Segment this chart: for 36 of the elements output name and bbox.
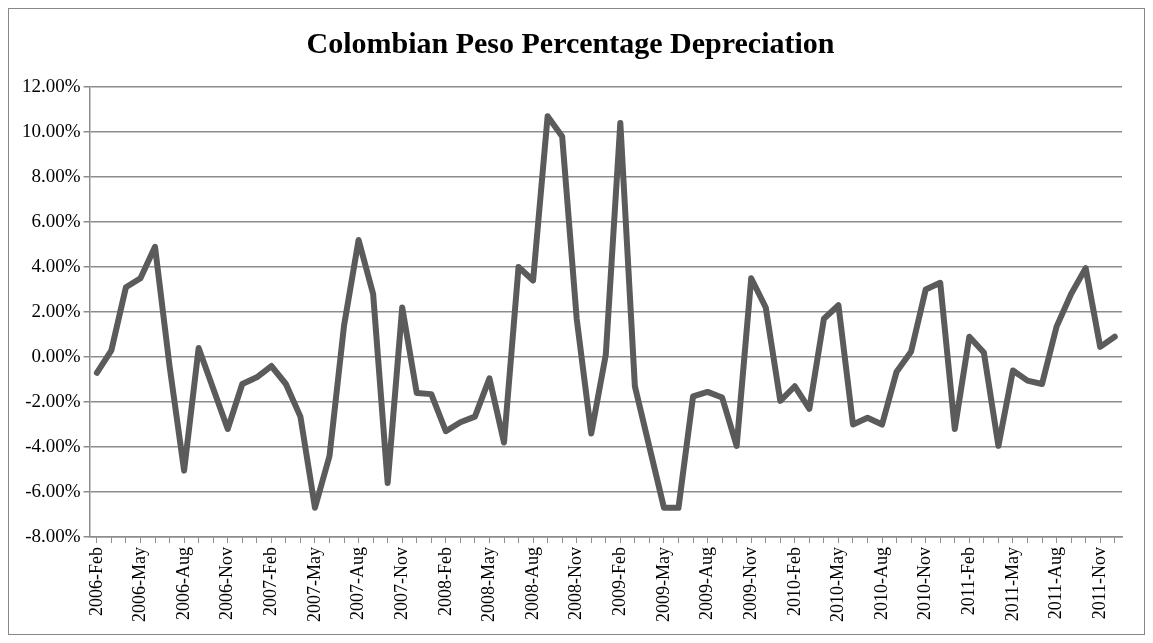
x-tick-label: 2011-May: [1001, 547, 1022, 622]
y-tick-label: -6.00%: [25, 479, 81, 501]
x-tick-label: 2009-Feb: [609, 547, 630, 617]
y-tick-label: 0.00%: [31, 344, 81, 366]
x-tick-label: 2010-Feb: [783, 547, 804, 617]
x-tick-label: 2011-Aug: [1045, 547, 1066, 620]
x-tick-label: 2010-May: [827, 547, 848, 623]
x-tick-label: 2007-Aug: [347, 547, 368, 621]
x-tick-label: 2008-Nov: [565, 547, 586, 621]
x-tick-label: 2006-May: [129, 547, 150, 623]
x-tick-label: 2010-Nov: [914, 547, 935, 621]
y-tick-label: -2.00%: [25, 389, 81, 411]
x-tick-label: 2007-Nov: [390, 547, 411, 621]
y-tick-label: -4.00%: [25, 434, 81, 456]
x-tick-label: 2007-Feb: [260, 547, 281, 617]
x-tick-label: 2006-Aug: [172, 547, 193, 621]
x-tick-label: 2006-Nov: [216, 547, 237, 621]
y-tick-label: -8.00%: [25, 525, 81, 546]
x-tick-label: 2008-Feb: [434, 547, 455, 617]
y-tick-label: 6.00%: [31, 209, 81, 231]
x-tick-label: 2007-May: [303, 547, 324, 623]
x-tick-label: 2010-Aug: [870, 547, 891, 621]
x-tick-label: 2008-May: [478, 547, 499, 623]
y-tick-label: 2.00%: [31, 299, 81, 321]
x-tick-label: 2009-May: [652, 547, 673, 623]
x-tick-label: 2011-Feb: [958, 547, 979, 616]
x-tick-label: 2009-Nov: [739, 547, 760, 621]
chart-title: Colombian Peso Percentage Depreciation: [306, 25, 835, 59]
y-tick-label: 4.00%: [31, 254, 81, 276]
x-tick-label: 2006-Feb: [85, 547, 106, 617]
x-tick-label: 2008-Aug: [521, 547, 542, 621]
x-tick-label: 2011-Nov: [1088, 547, 1109, 620]
y-tick-label: 12.00%: [22, 74, 81, 96]
y-tick-label: 10.00%: [22, 119, 81, 141]
y-tick-label: 8.00%: [31, 164, 81, 186]
x-tick-label: 2009-Aug: [696, 547, 717, 621]
